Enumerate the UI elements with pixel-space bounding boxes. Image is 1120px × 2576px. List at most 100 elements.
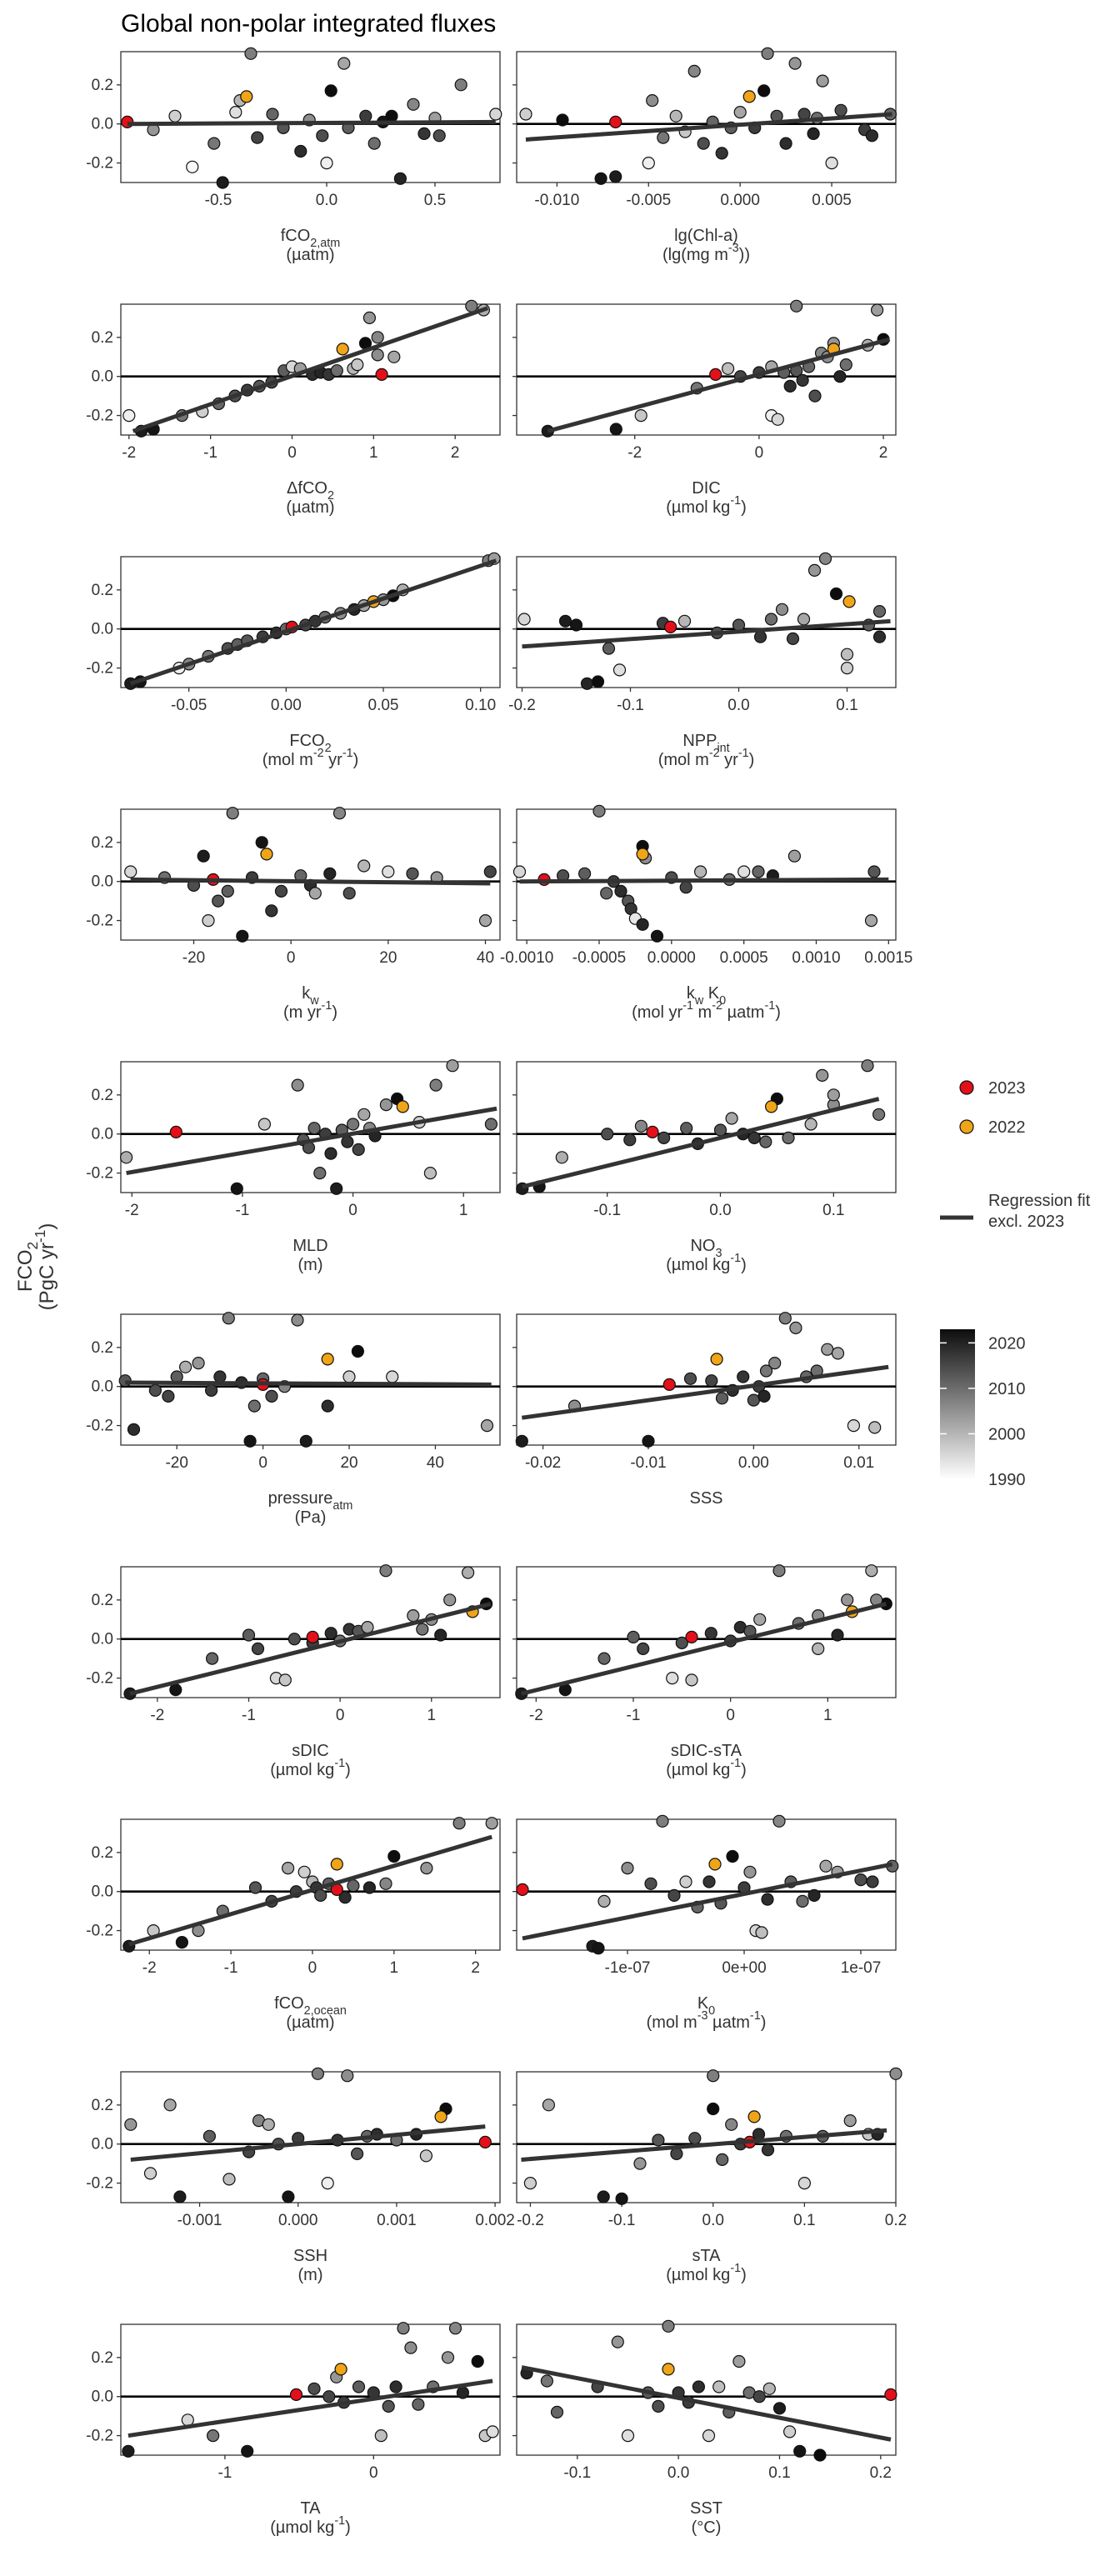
data-point (452, 1817, 466, 1830)
x-tick-label: 0.10 (465, 697, 496, 714)
x-tick-label: 0 (336, 1707, 345, 1724)
x-tick-label: 0.0010 (792, 949, 840, 967)
x-tick-label: -0.05 (171, 697, 207, 714)
data-point (358, 1108, 371, 1121)
data-point (324, 84, 338, 98)
x-tick-label: 40 (427, 1454, 444, 1472)
data-point (612, 663, 627, 677)
data-point (816, 74, 829, 88)
data-point (324, 1147, 338, 1160)
y-tick-label: -0.2 (86, 155, 113, 173)
data-point (842, 595, 856, 608)
y-tick-label: 0.0 (92, 1126, 113, 1143)
data-point (324, 1627, 338, 1640)
data-point (644, 1877, 658, 1890)
data-point (274, 884, 288, 898)
data-point (872, 1108, 886, 1121)
data-point (429, 1078, 442, 1092)
panel: -0.1 0.0 0.1 NO3(µmol kg-1) (512, 1059, 897, 1274)
regression-line (128, 1834, 492, 1947)
panel-border (120, 2071, 501, 2203)
data-point (461, 1566, 475, 1579)
data-point (716, 2153, 729, 2166)
panel: -2 -1 0 1 sDIC-sTA(µmol kg-1) (512, 1564, 897, 1779)
data-point (236, 929, 249, 943)
x-tick-label: 0.0 (709, 1202, 731, 1219)
data-point (748, 2110, 761, 2123)
data-point (251, 1642, 265, 1656)
data-point (288, 1633, 301, 1646)
x-tick-label: -1 (627, 1707, 641, 1724)
data-point (282, 1862, 295, 1875)
data-point (652, 2133, 665, 2147)
data-point (338, 57, 351, 70)
data-point (678, 614, 692, 628)
y-tick-label: 0.0 (92, 2136, 113, 2153)
x-axis-label: sTA (692, 2247, 721, 2265)
x-axis-unit: (µatm) (286, 2013, 334, 2032)
x-axis-label: SSH (293, 2247, 328, 2265)
y-tick-label: 0.2 (92, 2349, 113, 2367)
y-tick-label: -0.2 (86, 1923, 113, 1940)
x-tick-label: 20 (379, 949, 397, 967)
data-point (764, 1100, 778, 1113)
data-point (782, 1131, 795, 1145)
x-axis-label: pressureatm (268, 1489, 353, 1513)
data-point (594, 172, 608, 185)
y-tick-label: 0.2 (92, 77, 113, 94)
figure-title: Global non-polar integrated fluxes (121, 10, 496, 38)
y-tick-label: 0.0 (92, 368, 113, 386)
data-point (829, 587, 843, 601)
panel: -0.2 0.0 0.2 -0.05 0.00 0.05 0.10 FCO2(mol m-2 … (86, 552, 501, 769)
x-tick-label: -20 (182, 949, 205, 967)
x-tick-label: 0.01 (843, 1454, 874, 1472)
panel-border (120, 1313, 501, 1446)
panel: -0.2 0.0 0.2 -0.001 0.000 0.001 0.002 SSH(m) (86, 2067, 515, 2284)
data-point (291, 1313, 304, 1327)
data-point (807, 127, 820, 140)
panel: -0.2 0.0 0.2 -0.5 0.0 0.5 fCO2,atm(µatm) (86, 47, 502, 264)
regression-line (522, 1097, 880, 1189)
data-point (752, 2390, 766, 2403)
data-point (843, 2114, 857, 2128)
data-point (265, 1389, 278, 1403)
data-point (230, 1182, 243, 1195)
data-point (761, 2143, 775, 2157)
x-axis-unit: (µmol kg-1) (666, 1252, 747, 1274)
data-point (311, 2067, 324, 2080)
data-point (361, 1620, 374, 1634)
regression-line (519, 877, 889, 884)
data-point (652, 2399, 665, 2413)
x-tick-label: 0.0 (728, 697, 749, 714)
x-tick-label: -2 (142, 1959, 157, 1977)
data-point (772, 1564, 786, 1578)
data-point (338, 1891, 352, 1904)
legend-fit-label: excl. 2023 (988, 1213, 1064, 1231)
data-point (591, 675, 605, 688)
x-tick-label: 0 (755, 444, 764, 462)
data-point (330, 1858, 343, 1871)
data-point (518, 613, 531, 626)
data-point (679, 881, 692, 894)
x-tick-label: 0 (308, 1959, 318, 1977)
x-axis-unit: (µmol kg-1) (666, 2262, 747, 2284)
data-point (323, 867, 337, 880)
x-axis-unit: (m) (298, 1256, 323, 1274)
data-point (675, 1636, 688, 1650)
data-point (715, 1392, 729, 1405)
data-point (480, 1418, 494, 1433)
data-point (169, 1125, 182, 1139)
data-point (663, 620, 678, 634)
data-point (609, 170, 622, 183)
x-tick-label: 0.00 (738, 1454, 769, 1472)
data-point (169, 1683, 182, 1697)
data-point (173, 2190, 187, 2203)
x-tick-label: -0.1 (593, 1202, 621, 1219)
data-point (772, 1814, 786, 1828)
x-tick-label: -0.0005 (572, 949, 626, 967)
data-point (726, 1849, 739, 1863)
data-point (709, 368, 722, 381)
y-axis-title-group: FCO2(PgC yr-1) (14, 1223, 58, 1311)
x-tick-label: -0.0010 (500, 949, 553, 967)
